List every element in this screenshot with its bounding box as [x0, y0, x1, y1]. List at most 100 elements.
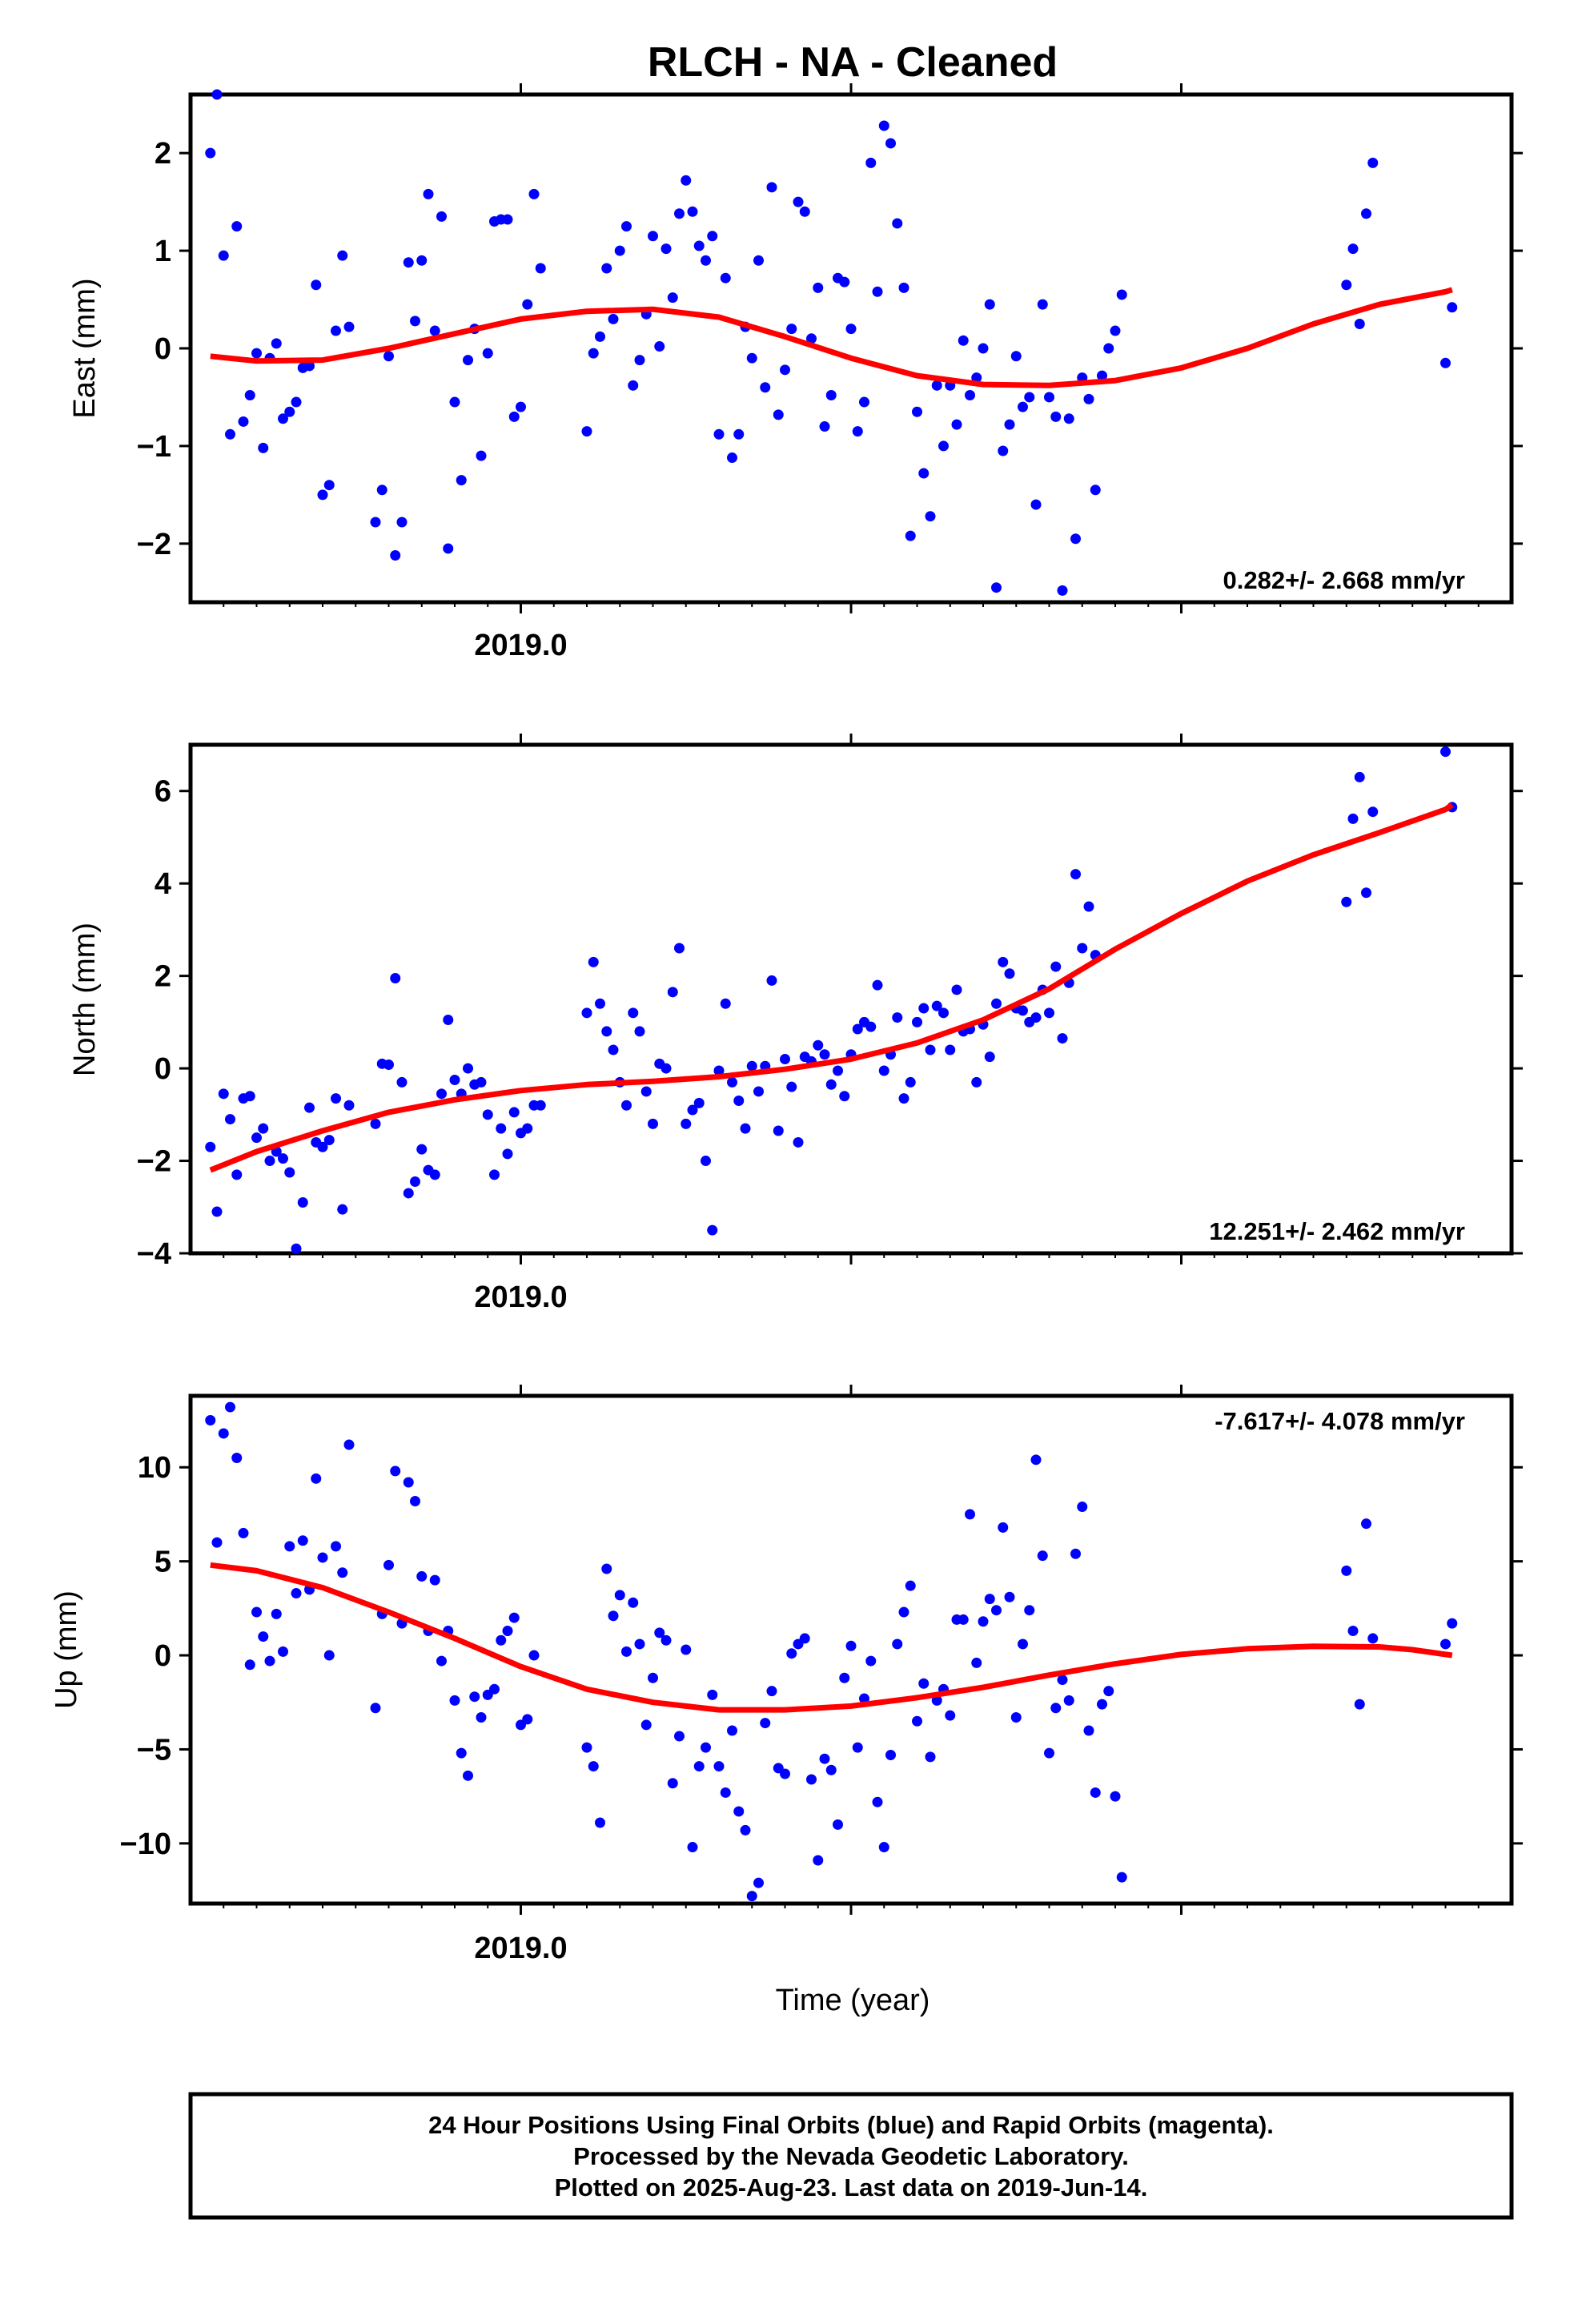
data-point: [753, 255, 764, 266]
data-point: [449, 1695, 460, 1706]
data-point: [278, 1646, 288, 1657]
data-point: [1044, 1747, 1054, 1759]
data-point: [634, 355, 645, 366]
data-point: [984, 1051, 995, 1063]
x-tick-label: 2019.0: [474, 1932, 567, 1965]
data-point: [945, 1044, 956, 1055]
data-point: [456, 475, 467, 486]
data-point: [674, 943, 685, 954]
data-point: [746, 352, 757, 364]
data-point: [878, 1842, 889, 1853]
data-point: [892, 1012, 903, 1023]
data-point: [859, 1693, 869, 1704]
data-point: [872, 979, 883, 991]
data-point: [423, 188, 434, 199]
data-point: [780, 364, 790, 376]
footer-line-3: Plotted on 2025-Aug-23. Last data on 201…: [555, 2173, 1148, 2201]
data-point: [951, 984, 962, 995]
data-point: [892, 218, 903, 229]
data-point: [839, 1672, 850, 1683]
data-point: [687, 206, 698, 217]
data-point: [225, 1114, 235, 1125]
data-point: [701, 1742, 711, 1753]
data-point: [648, 231, 658, 242]
y-tick-label: −4: [137, 1237, 171, 1271]
data-point: [998, 445, 1009, 456]
data-point: [1341, 1565, 1352, 1576]
data-point: [1110, 1791, 1121, 1802]
data-point: [1083, 1725, 1094, 1736]
data-point: [595, 331, 605, 342]
data-point: [1090, 1787, 1101, 1798]
data-point: [813, 1039, 824, 1051]
data-point: [317, 489, 328, 501]
data-point: [667, 1778, 678, 1789]
data-point: [640, 1719, 652, 1731]
data-point: [284, 1541, 295, 1552]
data-point: [1070, 1548, 1081, 1559]
data-point: [786, 324, 797, 335]
data-point: [522, 1123, 533, 1134]
data-point: [535, 1100, 546, 1111]
data-point: [1070, 869, 1081, 880]
data-point: [416, 1144, 428, 1155]
data-point: [674, 208, 685, 219]
data-point: [746, 1891, 757, 1902]
data-point: [376, 485, 387, 496]
data-point: [740, 1123, 751, 1134]
data-point: [323, 1650, 335, 1661]
data-point: [396, 517, 408, 528]
data-point: [311, 279, 322, 291]
data-point: [931, 1000, 942, 1011]
data-point: [634, 1638, 645, 1650]
data-point: [278, 1153, 288, 1164]
data-point: [727, 1725, 737, 1736]
data-point: [971, 1076, 982, 1088]
data-point: [766, 1686, 777, 1697]
data-point: [271, 338, 282, 349]
data-point: [958, 335, 969, 346]
data-point: [978, 343, 989, 354]
data-point: [1083, 393, 1094, 404]
data-point: [1447, 302, 1458, 313]
data-point: [231, 1452, 243, 1463]
data-point: [1116, 289, 1127, 300]
data-point: [291, 396, 302, 408]
data-point: [502, 1626, 513, 1637]
data-point: [905, 530, 916, 541]
data-point: [912, 406, 922, 417]
data-point: [634, 1026, 645, 1037]
data-point: [720, 1787, 731, 1798]
data-point: [740, 1824, 751, 1835]
data-point: [773, 409, 784, 420]
data-point: [628, 380, 639, 391]
data-point: [701, 1156, 711, 1167]
data-point: [1070, 533, 1081, 545]
data-point: [278, 413, 288, 424]
trend-line: [209, 802, 1454, 1173]
data-point: [727, 1076, 737, 1088]
data-point: [661, 1063, 672, 1074]
data-point: [1004, 1591, 1015, 1602]
x-tick-label: 2019.0: [474, 629, 567, 662]
data-point: [337, 250, 348, 261]
data-point: [885, 1749, 896, 1760]
data-point: [370, 1703, 381, 1714]
data-point: [476, 450, 487, 461]
data-point: [825, 390, 837, 401]
data-point: [693, 240, 705, 251]
data-point: [839, 1091, 850, 1102]
data-point: [601, 1026, 612, 1037]
data-point: [925, 511, 936, 522]
data-point: [753, 1877, 764, 1888]
data-point: [1367, 806, 1379, 818]
y-tick-label: −2: [137, 528, 171, 561]
y-tick-label: 0: [155, 1052, 171, 1086]
data-point: [733, 1096, 745, 1106]
data-point: [1097, 370, 1107, 381]
data-point: [244, 1091, 255, 1102]
y-tick-label: −5: [137, 1733, 171, 1767]
data-point: [825, 1764, 837, 1775]
data-point: [918, 1678, 930, 1689]
data-point: [918, 1003, 930, 1014]
